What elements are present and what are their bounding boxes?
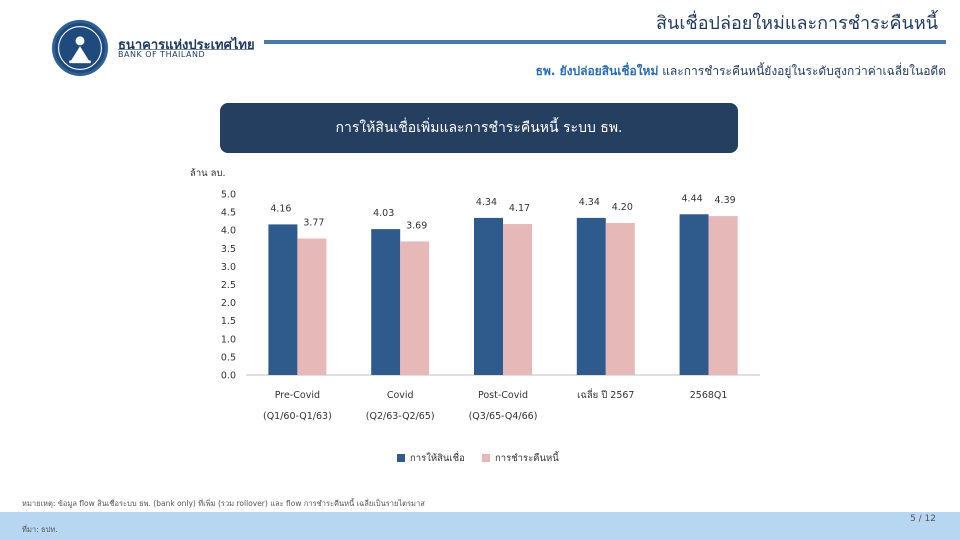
category-label: Covid <box>387 390 414 401</box>
slide-title: สินเชื่อปล่อยใหม่และการชำระคืนหนี้ <box>656 13 938 34</box>
chart-title-banner: การให้สินเชื่อเพิ่มและการชำระคืนหนี้ ระบ… <box>220 103 738 153</box>
category-label: 2568Q1 <box>690 390 728 401</box>
page-number: 5 / 12 <box>910 514 936 524</box>
y-tick-label: 4.5 <box>221 208 236 219</box>
logo-name-english: BANK OF THAILAND <box>118 50 206 59</box>
bar-repayment <box>297 238 327 375</box>
subtitle-rest: และการชำระคืนหนี้ยังอยู่ในระดับสูงกว่าค่… <box>658 64 946 78</box>
category-sublabel: (Q2/63-Q2/65) <box>366 411 435 422</box>
legend-swatch <box>482 454 490 462</box>
bar-value-label: 4.39 <box>715 195 736 206</box>
legend-label: การชำระคืนหนี้ <box>495 451 559 464</box>
y-tick-label: 0.0 <box>221 371 236 382</box>
source-note: ที่มา: ธปท. <box>22 525 58 534</box>
logo-divider <box>118 49 254 50</box>
bar-value-label: 3.69 <box>406 220 427 231</box>
bar-value-label: 4.16 <box>270 203 291 214</box>
category-label: เฉลี่ย ปี 2567 <box>577 388 634 401</box>
bar-repayment <box>503 224 532 375</box>
y-tick-label: 5.0 <box>221 190 236 201</box>
y-tick-label: 1.0 <box>221 334 236 345</box>
footnote: หมายเหตุ: ข้อมูล flow สินเชื่อระบบ ธพ. (… <box>22 499 425 508</box>
y-tick-label: 1.5 <box>221 316 236 327</box>
bar-value-label: 4.20 <box>612 202 633 213</box>
legend-label: การให้สินเชื่อ <box>410 451 465 464</box>
bar-value-label: 3.77 <box>303 218 324 229</box>
y-tick-label: 0.5 <box>221 352 236 363</box>
bar-repayment <box>400 241 430 375</box>
bar-loan <box>576 217 606 375</box>
bar-repayment <box>708 216 738 375</box>
bar-value-label: 4.34 <box>476 197 497 208</box>
chart-title: การให้สินเชื่อเพิ่มและการชำระคืนหนี้ ระบ… <box>335 120 623 136</box>
category-label: Pre-Covid <box>275 390 320 401</box>
y-axis-unit-label: ล้าน ลบ. <box>190 168 226 179</box>
bar-value-label: 4.44 <box>682 193 703 204</box>
y-tick-label: 3.0 <box>221 262 236 273</box>
legend-swatch <box>397 454 405 462</box>
bar-loan <box>474 217 503 375</box>
slide-subtitle: ธพ. ยังปล่อยสินเชื่อใหม่ และการชำระคืนหน… <box>536 62 946 81</box>
footer-bar <box>0 512 960 540</box>
category-label: Post-Covid <box>478 390 528 401</box>
y-tick-label: 3.5 <box>221 244 236 255</box>
bar-value-label: 4.17 <box>509 203 530 214</box>
bar-repayment <box>605 222 635 375</box>
bar-loan <box>679 214 709 375</box>
bar-loan <box>268 224 298 375</box>
y-tick-label: 2.0 <box>221 298 236 309</box>
bar-value-label: 4.03 <box>373 208 394 219</box>
category-sublabel: (Q1/60-Q1/63) <box>263 411 332 422</box>
y-tick-label: 4.0 <box>221 226 236 237</box>
title-rule <box>264 40 946 44</box>
bar-loan <box>371 229 401 375</box>
y-tick-label: 2.5 <box>221 280 236 291</box>
category-sublabel: (Q3/65-Q4/66) <box>469 411 538 422</box>
bot-logo-seal <box>52 20 108 76</box>
subtitle-highlight: ธพ. ยังปล่อยสินเชื่อใหม่ <box>535 64 659 78</box>
bar-value-label: 4.34 <box>579 197 600 208</box>
